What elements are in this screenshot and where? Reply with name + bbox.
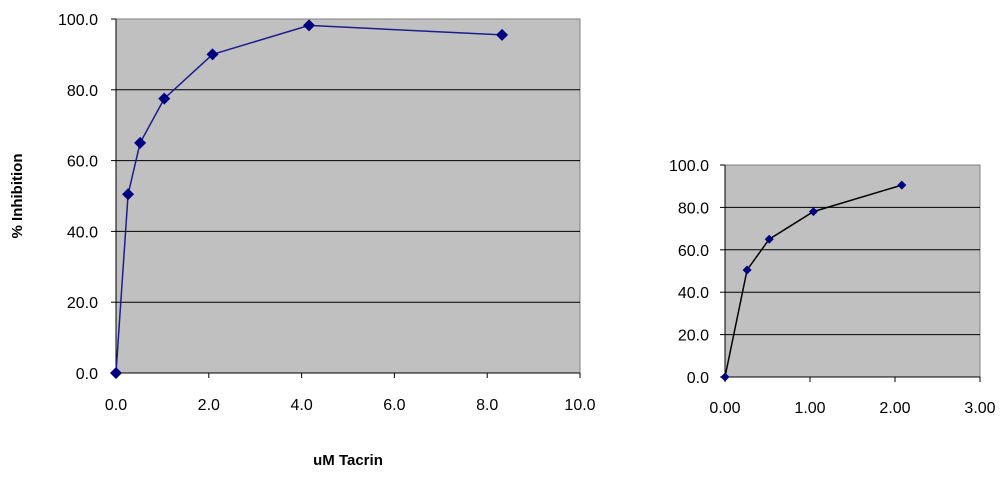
y-tick-label: 0.0 (76, 366, 98, 383)
y-tick-label: 20.0 (678, 328, 709, 345)
x-tick-label: 2.00 (879, 400, 910, 417)
data-point-marker (897, 180, 907, 190)
y-tick-label: 40.0 (67, 224, 98, 241)
chart-2: 0.0 20.0 40.0 60.0 80.0 100.0 0.00 1.00 2.00 3.00 (669, 158, 996, 417)
x-tick-label: 1.00 (794, 400, 825, 417)
x-tick-label: 0.0 (105, 397, 127, 414)
y-axis-title: % Inhibition (9, 154, 26, 239)
data-point-marker (122, 188, 135, 201)
x-tick-label: 4.0 (290, 397, 312, 414)
y-tick-label: 80.0 (678, 200, 709, 217)
data-point-marker (158, 92, 171, 105)
y-tick-label: 80.0 (67, 83, 98, 100)
data-point-marker (720, 372, 730, 382)
x-tick-label: 3.00 (964, 400, 995, 417)
chart-1: 0.0 20.0 40.0 60.0 80.0 100.0 0.0 2.0 4.0 6.0 8.0 1… (9, 12, 596, 469)
x-tick-label: 8.0 (476, 397, 498, 414)
data-point-marker (808, 207, 818, 217)
y-tick-label: 100.0 (58, 12, 98, 29)
y-tick-label: 0.0 (687, 370, 709, 387)
y-tick-label: 20.0 (67, 295, 98, 312)
data-point-marker (206, 48, 219, 61)
x-tick-label: 10.0 (564, 397, 595, 414)
data-point-marker (303, 19, 316, 32)
data-point-marker (496, 28, 509, 41)
plot-area (115, 18, 581, 374)
data-point-marker (134, 136, 147, 149)
data-point-marker (110, 367, 122, 379)
y-tick-label: 100.0 (669, 158, 709, 175)
data-point-marker (742, 265, 752, 275)
y-tick-label: 60.0 (678, 243, 709, 260)
y-tick-label: 40.0 (678, 285, 709, 302)
x-tick-label: 6.0 (383, 397, 405, 414)
y-tick-label: 60.0 (67, 154, 98, 171)
x-tick-label: 0.00 (709, 400, 740, 417)
data-point-marker (764, 234, 774, 244)
x-tick-label: 2.0 (198, 397, 220, 414)
plot-area (724, 164, 981, 378)
x-axis-title: uM Tacrin (313, 452, 383, 469)
